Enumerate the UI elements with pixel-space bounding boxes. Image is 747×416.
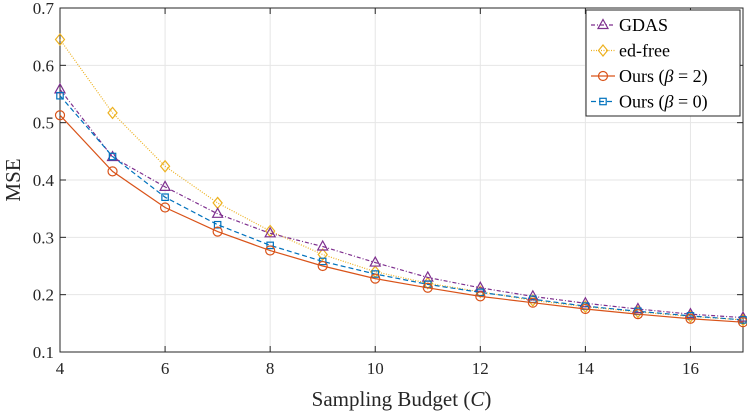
x-tick-label: 14	[577, 359, 595, 378]
legend-label-pre: GDAS	[619, 15, 668, 35]
y-tick-label: 0.6	[33, 56, 54, 75]
series-line-ed-free	[59, 39, 744, 321]
data-point-ours-2	[54, 110, 66, 121]
y-tick-label: 0.3	[33, 228, 54, 247]
legend-label: Ours (β = 2)	[619, 66, 708, 87]
data-point-gdas	[579, 296, 592, 308]
data-point-ours-2	[737, 317, 747, 328]
data-point-ours-2	[632, 309, 644, 320]
data-point-ours-2	[159, 202, 171, 213]
data-point-ours-0	[318, 257, 327, 266]
x-tick-label: 12	[472, 359, 489, 378]
y-tick-label: 0.2	[33, 286, 54, 305]
legend-label-pre: Ours (	[619, 92, 665, 113]
legend-label-pre: ed-free	[619, 41, 670, 61]
data-point-ed-free	[54, 33, 66, 46]
data-point-ours-0	[371, 270, 380, 278]
data-point-gdas	[369, 255, 382, 267]
legend-label: Ours (β = 0)	[619, 92, 708, 113]
x-axis-title: Sampling Budget (C)	[312, 387, 492, 411]
data-point-ours-0	[476, 288, 485, 297]
x-axis-title-pre: Sampling Budget (	[312, 387, 471, 411]
series-line-gdas	[59, 89, 744, 319]
data-point-ed-free	[159, 159, 171, 173]
series-group	[53, 33, 747, 328]
x-tick-label: 16	[682, 359, 699, 378]
data-point-ours-2	[580, 303, 591, 315]
legend-marker	[597, 70, 609, 82]
series-ours-2	[54, 110, 747, 328]
data-point-ours-2	[422, 282, 433, 293]
data-point-ours-2	[265, 245, 276, 256]
x-tick-label: 10	[367, 359, 384, 378]
data-point-ours-0	[108, 152, 117, 161]
series-line-ours-0	[59, 95, 744, 321]
data-point-ours-0	[266, 241, 274, 250]
data-point-gdas	[421, 270, 434, 282]
legend-label-post: = 0)	[673, 92, 707, 113]
y-axis-title: MSE	[1, 158, 25, 201]
data-point-gdas	[526, 289, 539, 301]
data-point-gdas	[106, 150, 119, 162]
x-axis-title-post: )	[484, 387, 491, 411]
data-point-ed-free	[107, 106, 118, 120]
data-point-gdas	[474, 281, 487, 292]
legend-marker	[596, 18, 610, 30]
data-point-ours-0	[56, 91, 64, 100]
data-point-ours-2	[370, 273, 381, 284]
data-point-gdas	[264, 226, 277, 238]
legend-marker	[599, 97, 607, 106]
legend-label: GDAS	[619, 15, 668, 35]
data-point-gdas	[159, 180, 172, 191]
legend-label-var: β	[664, 92, 674, 112]
legend-item-gdas: GDAS	[591, 15, 668, 35]
data-point-ours-2	[212, 226, 223, 237]
x-tick-label: 8	[266, 359, 275, 378]
y-tick-label: 0.1	[33, 343, 54, 362]
data-point-ed-free	[212, 196, 223, 210]
data-point-ed-free	[317, 248, 328, 261]
data-point-ours-2	[475, 291, 486, 302]
data-point-gdas	[316, 239, 329, 251]
series-line-ours-2	[59, 114, 744, 323]
axis-ticks: 4 6 8 10 12 14 16 0.1 0.2 0.3 0.4 0.5 0.6 0.7	[33, 0, 743, 378]
data-point-ours-2	[527, 297, 538, 308]
legend-label: ed-free	[619, 41, 670, 61]
legend-label-var: β	[664, 66, 674, 86]
x-tick-label: 4	[56, 359, 65, 378]
data-point-ours-0	[213, 220, 222, 229]
legend-item-ours-2: Ours (β = 2)	[591, 66, 708, 87]
y-tick-label: 0.4	[33, 171, 55, 190]
legend-item-ed-free: ed-free	[591, 41, 670, 61]
legend-label-pre: Ours (	[619, 66, 665, 87]
y-tick-label: 0.7	[33, 0, 55, 18]
legend-item-ours-0: Ours (β = 0)	[591, 92, 708, 113]
x-tick-label: 6	[161, 359, 170, 378]
data-point-ours-2	[317, 260, 328, 272]
legend-label-post: = 2)	[673, 66, 707, 87]
data-point-gdas	[211, 207, 224, 218]
y-tick-label: 0.5	[33, 114, 54, 133]
data-point-ours-0	[739, 316, 747, 324]
data-point-ours-2	[685, 313, 696, 324]
data-point-ours-2	[107, 166, 118, 177]
legend-marker	[597, 44, 609, 57]
x-axis-title-var: C	[470, 387, 485, 411]
data-point-ours-0	[161, 193, 169, 202]
legend-box	[585, 9, 741, 117]
